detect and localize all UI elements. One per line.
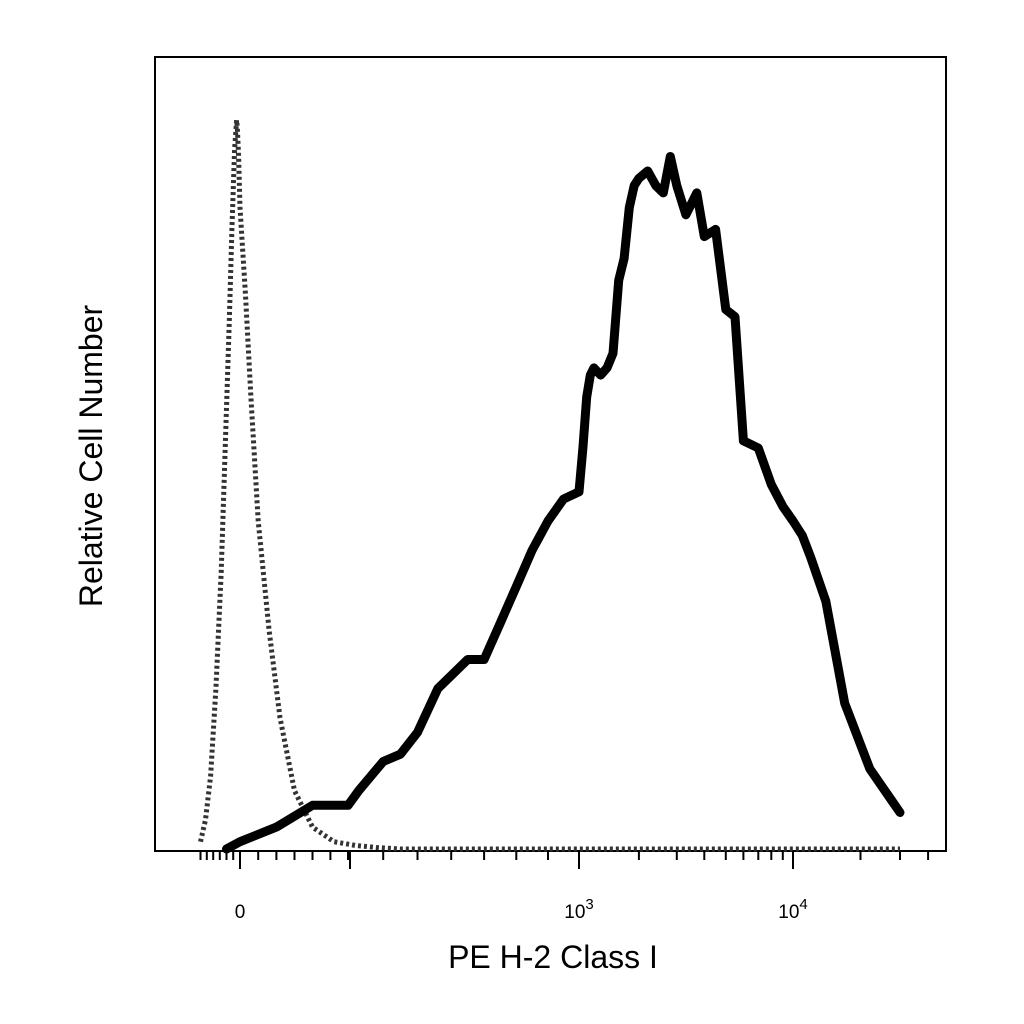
curves-layer [198,117,905,854]
x-tick-label: 104 [778,896,807,923]
stained-sample-curve [222,152,905,854]
y-axis-title: Relative Cell Number [73,304,109,607]
x-axis-tick-labels: 0 103 104 [235,896,808,923]
x-tick-label: 0 [235,902,246,923]
isotype-control-curve [198,117,900,852]
x-axis-ticks [199,851,930,869]
plot-frame [154,56,947,852]
x-tick-label: 103 [564,896,593,923]
x-axis-title: PE H-2 Class I [448,939,658,975]
